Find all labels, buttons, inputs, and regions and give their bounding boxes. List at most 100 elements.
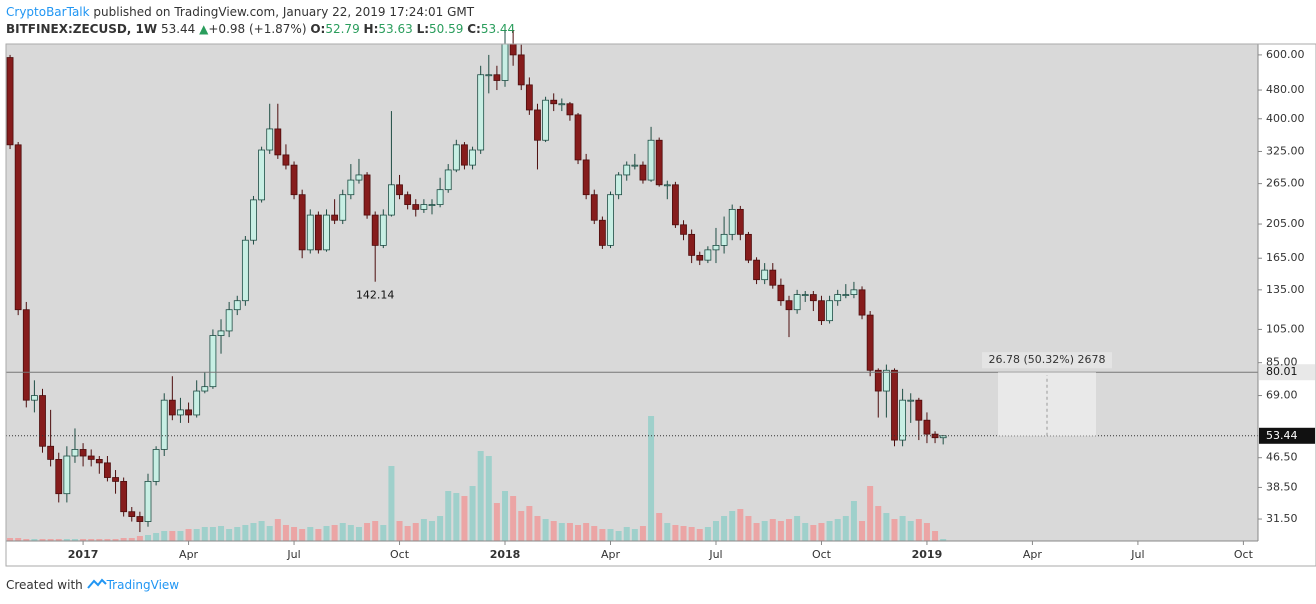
y-tick-label: 400.00 [1266, 112, 1305, 125]
x-tick-label: Apr [1023, 548, 1043, 561]
candle-body [850, 289, 858, 295]
volume-bar [883, 513, 890, 541]
candle-body [769, 269, 777, 286]
x-tick-label: Jul [286, 548, 300, 561]
candle-body [266, 128, 274, 151]
volume-bar [445, 491, 452, 541]
volume-bar [639, 526, 646, 541]
y-tick-label: 165.00 [1266, 251, 1305, 264]
volume-bar [112, 539, 119, 541]
volume-bar [777, 521, 784, 541]
volume-bar [63, 539, 70, 541]
c-value: 53.44 [480, 22, 516, 36]
measure-label-bg [982, 352, 1112, 369]
x-tick-label: Oct [390, 548, 410, 561]
volume-bar [786, 519, 793, 541]
candle-body [477, 74, 485, 151]
candle-body [923, 419, 931, 435]
volume-bar [591, 526, 598, 541]
x-tick-label: 2017 [68, 548, 99, 561]
candle-body [452, 144, 460, 171]
frame [5, 43, 1316, 567]
candle-body [39, 395, 46, 447]
candle-body [412, 204, 420, 210]
volume-bar [802, 523, 809, 541]
candle-body [225, 309, 233, 332]
candle-body [704, 249, 712, 261]
candle-body [388, 184, 395, 216]
candle-body [785, 300, 793, 311]
volume-bar [761, 521, 768, 541]
o-value: 52.79 [325, 22, 360, 36]
candle-body [274, 128, 282, 156]
candle-body [525, 84, 533, 111]
volume-bar [842, 516, 849, 541]
candle-body [217, 330, 225, 336]
y-tick-label: 480.00 [1266, 83, 1305, 96]
x-tick-label: Jul [1130, 548, 1144, 561]
candle-body [104, 462, 111, 478]
y-tick-label: 600.00 [1266, 48, 1305, 61]
volume-bar [193, 529, 200, 541]
volume-bar [542, 519, 549, 541]
price-tag-label: 53.44 [1266, 429, 1298, 442]
volume-bar [899, 516, 906, 541]
y-tick-label: 46.50 [1266, 451, 1298, 464]
y-tick-label: 105.00 [1266, 322, 1305, 335]
volume-bar [615, 531, 622, 541]
x-tick-label: 2019 [912, 548, 943, 561]
candle-body [144, 481, 152, 522]
candle-body [152, 449, 160, 482]
volume-bar [737, 509, 744, 541]
candle-body [736, 208, 744, 235]
candle-body [542, 99, 549, 141]
candle-body [866, 314, 874, 371]
candle-body [314, 214, 322, 251]
volume-bar [355, 527, 362, 541]
footer: Created with TradingView [6, 578, 179, 592]
volume-bar [7, 538, 14, 541]
volume-bar [631, 529, 638, 541]
candle-body [444, 169, 452, 191]
candle-body [566, 103, 574, 116]
volume-bar [209, 527, 216, 541]
y-tick-label: 135.00 [1266, 283, 1305, 296]
y-tick-label: 325.00 [1266, 144, 1305, 157]
volume-bar [136, 536, 143, 541]
volume-bar [850, 501, 857, 541]
logo [86, 578, 107, 589]
volume-bar [558, 523, 565, 541]
y-tick-label: 69.00 [1266, 389, 1298, 402]
y-tick-label: 205.00 [1266, 217, 1305, 230]
plot-area [6, 44, 1258, 541]
author[interactable]: CryptoBarTalk [6, 5, 90, 19]
volume-bar [55, 539, 62, 541]
candle-body [95, 459, 103, 464]
candle-body [379, 214, 387, 246]
candle-body [469, 149, 476, 166]
brand[interactable]: TradingView [106, 578, 180, 592]
volume-bar [274, 519, 281, 541]
volume-bar [502, 491, 509, 541]
volume-bar [201, 527, 208, 541]
change: +0.98 (+1.87%) [208, 22, 307, 36]
volume-bar [177, 531, 184, 541]
h-value: 53.63 [378, 22, 413, 36]
volume-bar [469, 486, 476, 541]
volume-bar [266, 526, 273, 541]
candle-body [598, 219, 606, 246]
candle-body [363, 174, 371, 216]
volume-bar [282, 525, 289, 541]
candle-body [826, 300, 833, 322]
volume-bar [493, 503, 500, 541]
candle-body [22, 309, 30, 401]
volume-bar [867, 486, 874, 541]
candle-body [485, 74, 493, 77]
candle-body [818, 300, 825, 322]
volume-bar [688, 527, 695, 541]
y-tick-label: 85.00 [1266, 356, 1298, 369]
volume-bar [485, 456, 492, 541]
candle-body [420, 204, 428, 210]
volume-bar [291, 527, 298, 541]
volume-bar [420, 519, 427, 541]
